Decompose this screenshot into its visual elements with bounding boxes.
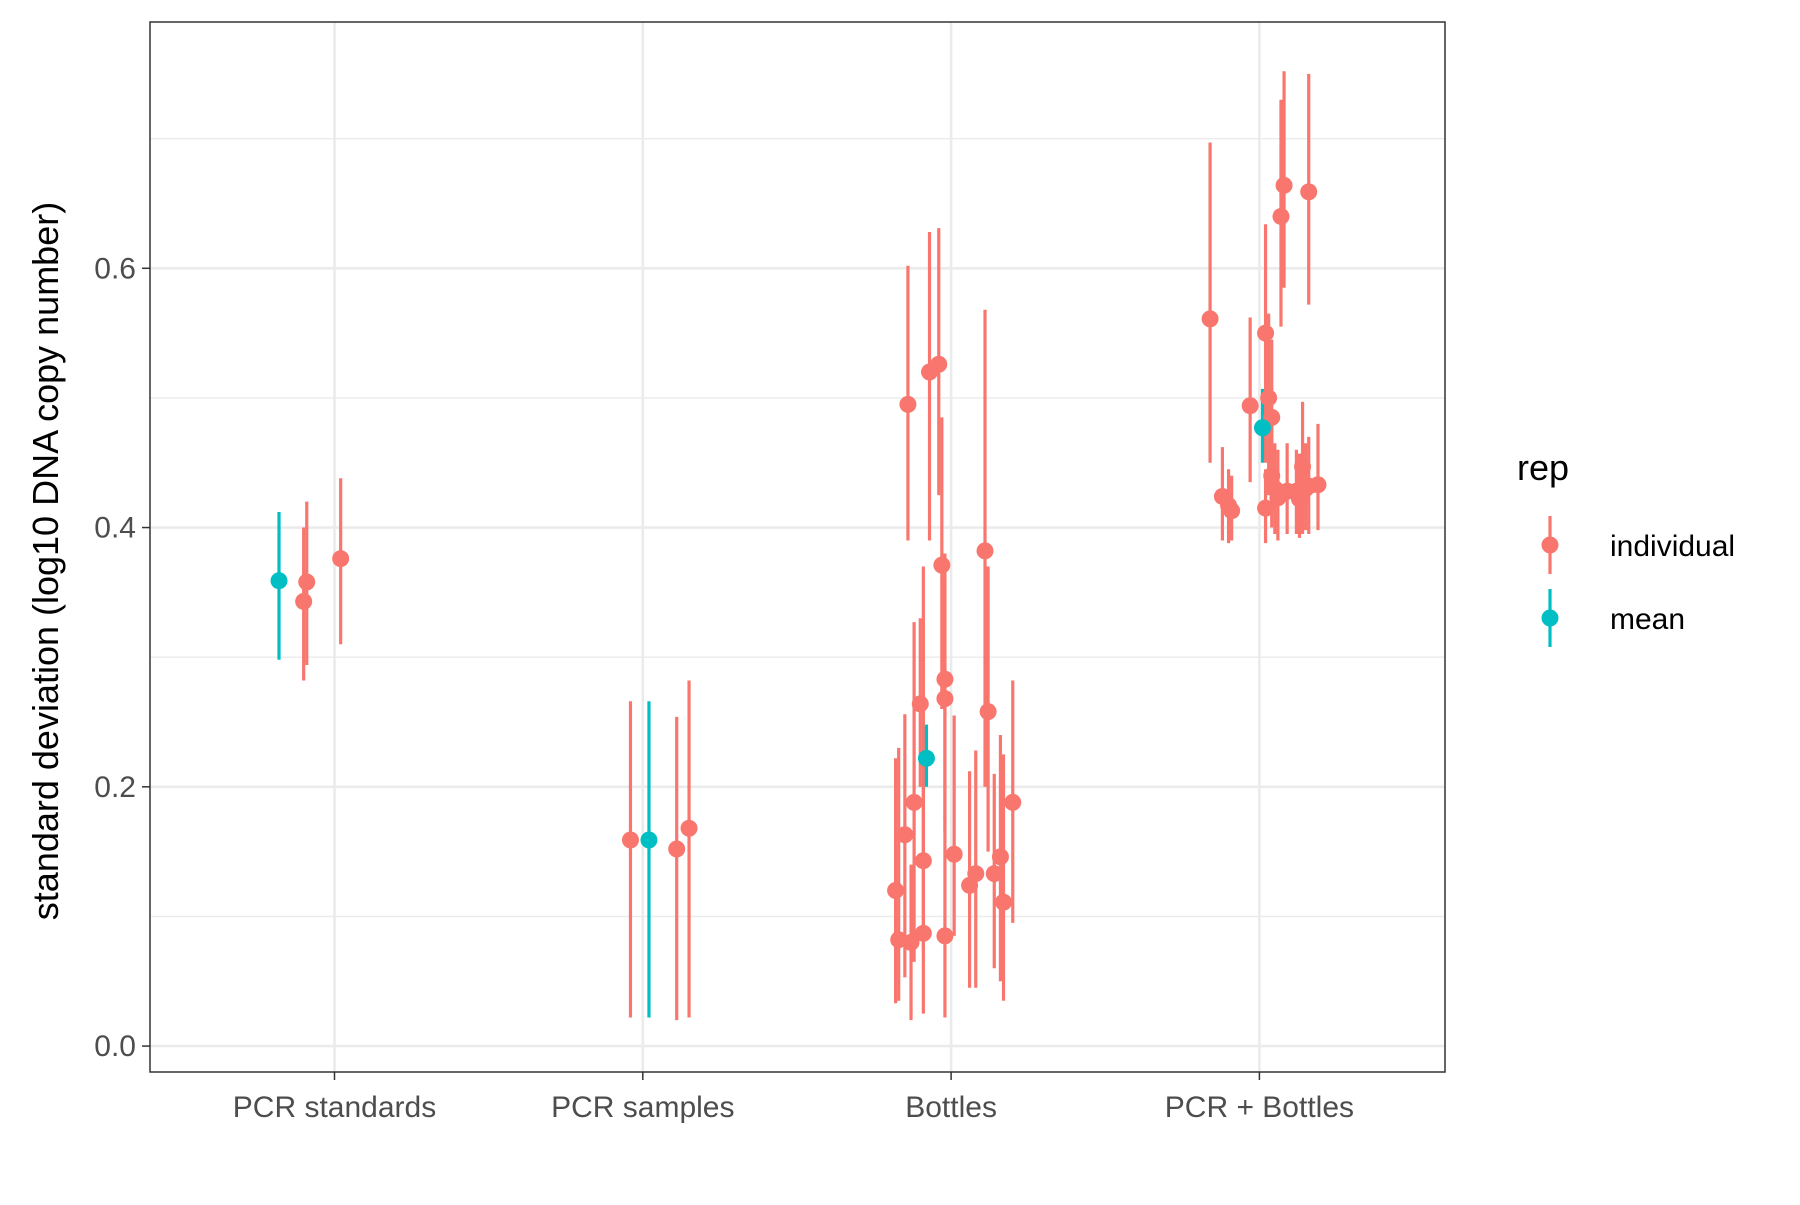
axis-layer: 0.0 0.2 0.4 0.6 PCR standards PCR samples Bott…	[94, 252, 1354, 1124]
individual-point	[930, 355, 948, 373]
legend: rep individual mean	[1517, 447, 1735, 647]
individual-point	[905, 793, 923, 811]
individual-point	[295, 592, 313, 610]
legend-key-point	[1541, 609, 1559, 627]
x-tick-label: Bottles	[905, 1091, 997, 1124]
individual-point	[1257, 499, 1275, 517]
individual-point	[668, 840, 686, 858]
individual-point	[933, 556, 951, 574]
y-tick-label: 0.6	[94, 252, 136, 285]
individual-point	[1300, 183, 1318, 201]
mean-point	[1253, 419, 1271, 437]
x-tick-label: PCR + Bottles	[1165, 1091, 1354, 1124]
individual-point	[1309, 476, 1327, 494]
individual-point	[979, 703, 997, 721]
individual-point	[1260, 389, 1278, 407]
panel-border	[149, 21, 1446, 1073]
individual-point	[1223, 502, 1241, 520]
legend-key-point	[1541, 536, 1559, 554]
individual-point	[1294, 458, 1312, 476]
legend-entry: mean	[1541, 589, 1685, 647]
individual-point	[298, 573, 316, 591]
individual-point	[936, 690, 954, 708]
individual-point	[1275, 176, 1293, 194]
individual-point	[887, 882, 905, 900]
individual-point	[680, 819, 698, 837]
individual-point	[621, 831, 639, 849]
individual-point	[911, 695, 929, 713]
individual-point	[1272, 207, 1290, 225]
x-tick-label: PCR standards	[233, 1091, 436, 1124]
individual-point	[899, 395, 917, 413]
y-tick-label: 0.0	[94, 1030, 136, 1063]
individual-point	[1004, 793, 1022, 811]
y-tick-label: 0.2	[94, 771, 136, 804]
individual-point	[1263, 467, 1281, 485]
y-axis-title: standard deviation (log10 DNA copy numbe…	[25, 202, 66, 920]
x-tick-label: PCR samples	[551, 1091, 734, 1124]
mean-point	[640, 831, 658, 849]
individual-point	[1241, 397, 1259, 415]
grid-layer	[150, 22, 1445, 1072]
individual-point	[914, 852, 932, 870]
legend-label: individual	[1610, 530, 1735, 563]
legend-title: rep	[1517, 447, 1569, 488]
individual-point	[896, 826, 914, 844]
mean-point	[917, 749, 935, 767]
individual-point	[991, 848, 1009, 866]
individual-point	[1201, 310, 1219, 328]
individual-point	[995, 893, 1013, 911]
individual-point	[945, 845, 963, 863]
individual-point	[332, 550, 350, 568]
legend-entries: individual mean	[1541, 516, 1735, 647]
individual-point	[967, 865, 985, 883]
individual-point	[936, 927, 954, 945]
y-tick-label: 0.4	[94, 512, 136, 545]
mean-point	[270, 572, 288, 590]
individual-point	[976, 542, 994, 560]
individual-point	[914, 924, 932, 942]
individual-point	[936, 670, 954, 688]
individual-point	[985, 865, 1003, 883]
legend-label: mean	[1610, 603, 1685, 636]
individual-point	[1257, 324, 1275, 342]
point-layer	[270, 176, 1327, 951]
individual-point	[902, 933, 920, 951]
legend-entry: individual	[1541, 516, 1735, 574]
